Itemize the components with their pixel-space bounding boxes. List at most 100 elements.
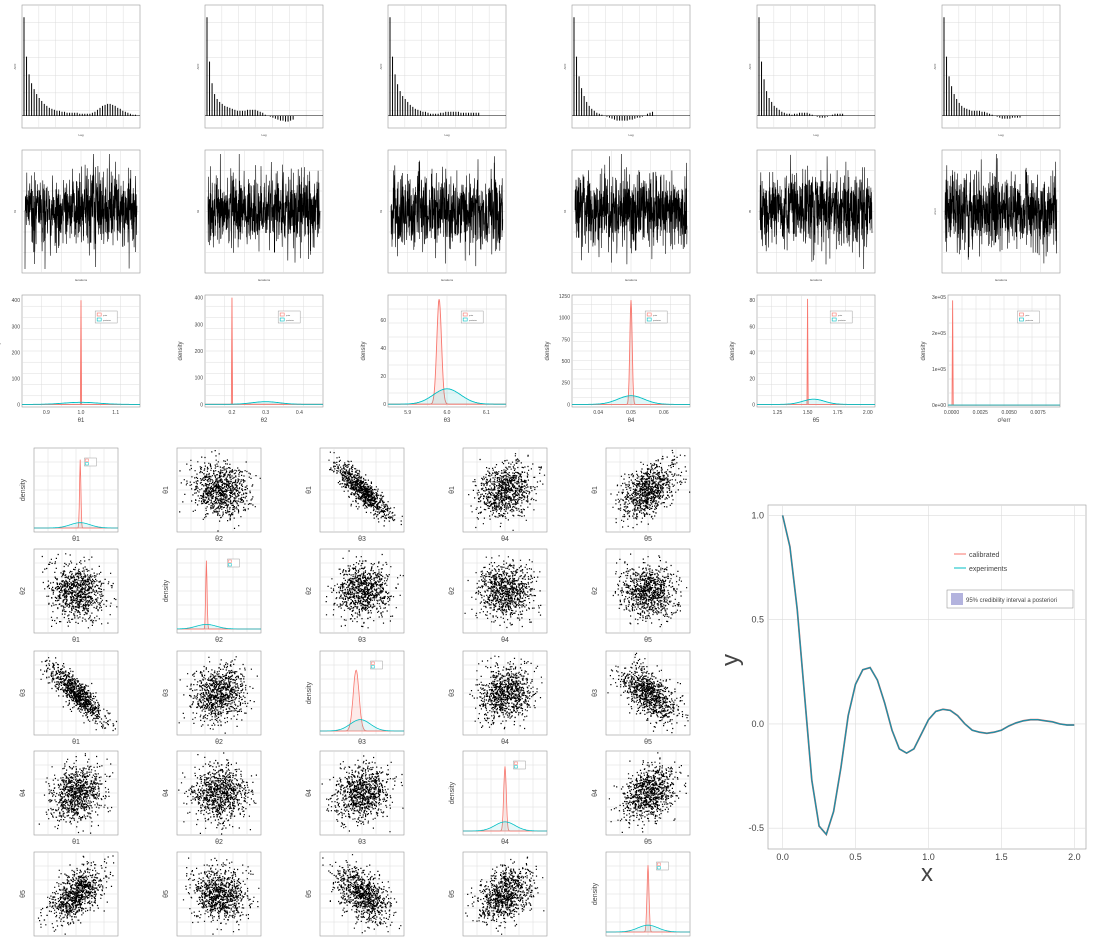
density-legend: prior posterior [277, 310, 301, 324]
density-x-tick: 5.9 [404, 410, 411, 416]
acf-y-label: ACF [563, 63, 567, 69]
trace-y-label: θ2 [196, 210, 200, 214]
legend-key-calibrated [646, 312, 652, 317]
density-y-tick: 400 [12, 298, 21, 304]
pair-legend-key-experiments [228, 563, 232, 567]
acf-x-label: Lag [998, 133, 1003, 137]
density-legend: prior posterior [644, 310, 668, 324]
legend-label-posterior: posterior [838, 319, 846, 322]
trace-y-label: θ3 [379, 210, 383, 214]
calibration-y-label: y [717, 654, 744, 666]
pair-density-y-label: density [163, 579, 170, 602]
acf-panel-2: Lag ACF [196, 4, 324, 137]
band-legend-label: 95% credibility interval a posteriori [966, 598, 1057, 604]
pair-panel-3-2: θ3 θ2 [163, 650, 262, 746]
density-y-tick: 1e+05 [932, 367, 946, 373]
trace-y-label: σ²err [933, 208, 937, 215]
scatter-points [41, 553, 118, 629]
scatter-points [38, 753, 114, 834]
pair-x-label: θ1 [72, 637, 80, 644]
pair-density-legend [656, 861, 669, 871]
acf-y-label: ACF [933, 63, 937, 69]
experiments-series-line [781, 515, 1075, 836]
pair-panel-1-4: θ1 θ4 [449, 447, 548, 543]
density-y-label: density [178, 341, 184, 360]
pair-y-label: θ4 [306, 789, 313, 797]
density-x-tick: 0.4 [296, 410, 303, 416]
prior-density-curve [205, 401, 323, 405]
pair-density-legend [370, 660, 383, 670]
pair-x-label: θ5 [644, 637, 652, 644]
pair-legend-key-calibrated [657, 862, 661, 866]
legend-label-prior: prior [1025, 315, 1029, 317]
density-x-tick: 1.75 [833, 410, 843, 416]
acf-y-label: ACF [379, 63, 383, 69]
legend-label-posterior: posterior [103, 319, 111, 322]
pair-panel-4-5: θ4 θ5 [592, 750, 691, 846]
pair-x-label: θ5 [644, 536, 652, 543]
density-x-label: θ4 [628, 418, 635, 424]
acf-y-label: ACF [196, 63, 200, 69]
pair-x-label: θ3 [358, 536, 366, 543]
density-x-tick: 0.05 [626, 410, 636, 416]
density-x-tick: 1.1 [112, 410, 119, 416]
legend-label-prior: prior [838, 315, 842, 317]
scatter-points [608, 752, 689, 833]
trace-panel-4: iterations θ4 [563, 149, 691, 282]
calibration-x-tick: 1.0 [922, 852, 935, 862]
scatter-points [178, 752, 257, 835]
panel-background [571, 4, 691, 129]
pair-panel-1-2: θ1 θ2 [163, 447, 262, 543]
pair-panel-4-2: θ4 θ2 [163, 750, 262, 846]
legend-key-experiments [279, 317, 285, 322]
density-x-tick: 0.2 [228, 410, 235, 416]
acf-x-label: Lag [261, 133, 266, 137]
density-legend-box [277, 310, 301, 324]
calibration-y-tick: 0.5 [751, 615, 764, 625]
pair-y-label: θ4 [20, 789, 27, 797]
pair-x-label: θ1 [72, 536, 80, 543]
calibration-panel: 0.0 0.5 1.0 1.5 2.0-0.50.00.51.0xycalibrated… [717, 504, 1087, 887]
legend-key-calibrated [462, 312, 468, 317]
trace-line [759, 154, 873, 270]
pair-legend-key-calibrated [228, 559, 232, 563]
legend-key-calibrated [1019, 312, 1024, 317]
density-y-tick: 60 [749, 324, 755, 330]
density-x-tick: 2.00 [863, 410, 873, 416]
density-x-tick: 6.1 [483, 410, 490, 416]
density-panel-2: 0 100 200 300 400 0.2 0.3 0.4 prior posterior θ2 de… [178, 294, 324, 424]
acf-panel-5: Lag ACF [748, 4, 876, 137]
pair-x-label: θ4 [501, 739, 509, 746]
calibration-y-tick: 1.0 [751, 510, 764, 520]
trace-x-label: iterations [75, 278, 88, 282]
pair-prior-curve [463, 821, 547, 832]
posterior-density-curve [22, 300, 140, 405]
scatter-points [322, 854, 402, 934]
pair-density-y-label: density [449, 781, 456, 804]
pair-prior-curve [606, 924, 690, 933]
scatter-points [325, 550, 404, 629]
pair-legend-key-calibrated [371, 661, 375, 665]
density-x-tick: 1.0 [78, 410, 85, 416]
density-x-tick: 0.0025 [973, 410, 989, 416]
pair-panel-2-2: density θ2 [163, 548, 262, 644]
pair-y-label: θ5 [306, 890, 313, 898]
pair-legend-box [84, 457, 97, 467]
density-y-tick: 200 [195, 349, 204, 355]
legend-key-experiments [646, 317, 652, 322]
density-x-tick: 0.3 [262, 410, 269, 416]
trace-x-label: iterations [995, 278, 1008, 282]
pair-y-label: θ3 [20, 689, 27, 697]
scatter-points [37, 855, 115, 935]
pair-panel-1-5: θ1 θ5 [592, 447, 691, 543]
density-y-tick: 100 [195, 376, 204, 382]
pair-y-label: θ4 [163, 789, 170, 797]
trace-line [390, 156, 504, 267]
pair-x-label: θ5 [644, 839, 652, 846]
trace-panel-5: iterations θ5 [748, 149, 876, 282]
pair-prior-curve [320, 719, 404, 732]
pair-panel-3-1: θ3 θ1 [20, 650, 119, 746]
density-x-label: θ5 [813, 418, 820, 424]
